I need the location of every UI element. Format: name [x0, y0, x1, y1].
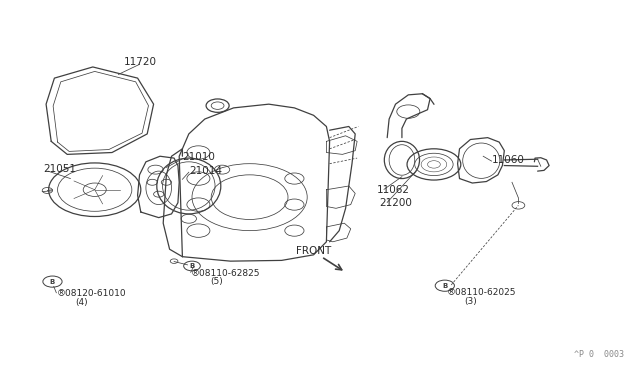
Text: (5): (5): [210, 278, 223, 286]
Text: 11060: 11060: [492, 155, 524, 165]
Text: (4): (4): [76, 298, 88, 307]
Text: 21014: 21014: [189, 166, 222, 176]
Text: B: B: [50, 279, 55, 285]
Text: B: B: [189, 263, 195, 269]
Text: FRONT: FRONT: [296, 246, 331, 256]
Text: (3): (3): [465, 297, 477, 306]
Text: ®08120-61010: ®08120-61010: [56, 289, 126, 298]
Text: B: B: [442, 283, 447, 289]
Text: 21010: 21010: [182, 152, 215, 162]
Text: 21200: 21200: [379, 199, 412, 208]
Text: 11720: 11720: [124, 58, 157, 67]
Text: 11062: 11062: [376, 186, 410, 195]
Text: ®08110-62025: ®08110-62025: [447, 288, 516, 297]
Text: ®08110-62825: ®08110-62825: [191, 269, 260, 278]
Text: 21051: 21051: [44, 164, 77, 174]
Text: ^P 0  0003: ^P 0 0003: [574, 350, 624, 359]
